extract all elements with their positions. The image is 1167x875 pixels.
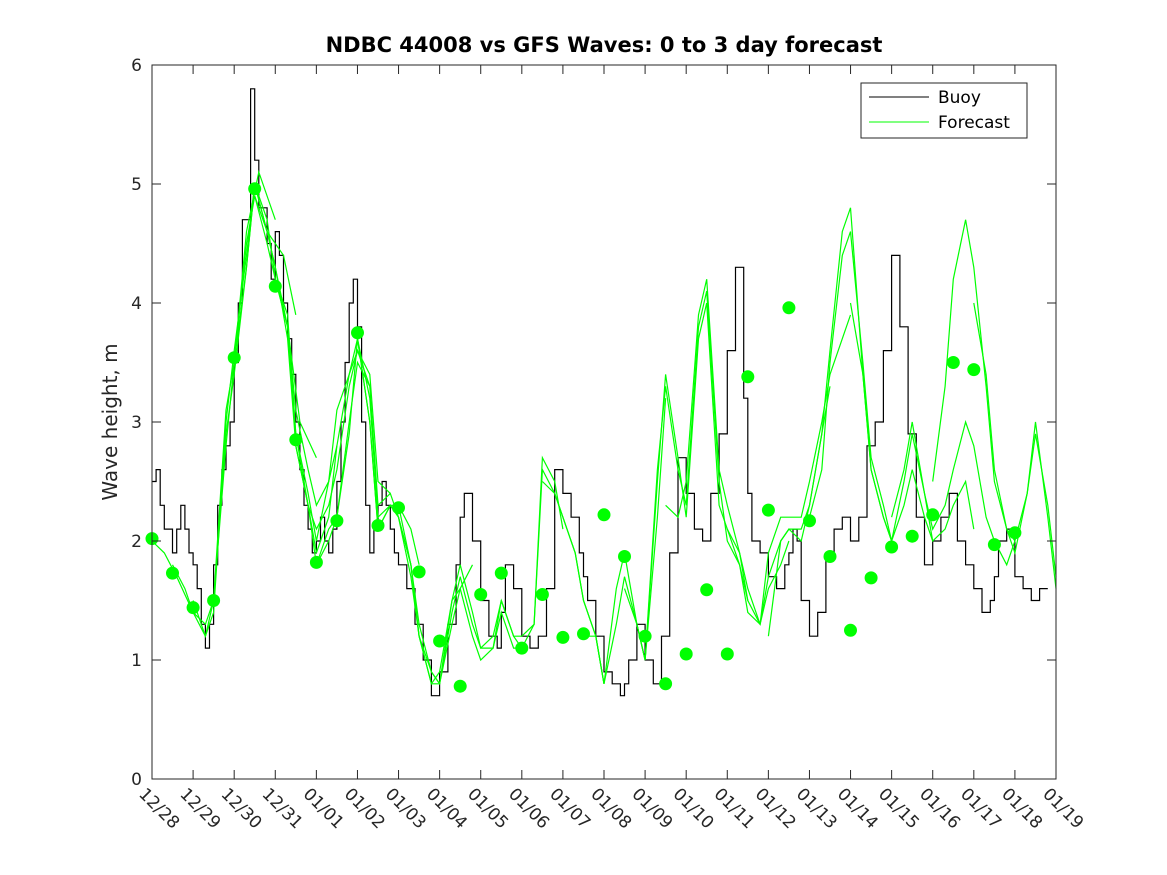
legend-box — [860, 82, 1028, 139]
forecast-run-line-20 — [808, 231, 934, 542]
y-tick-label: 5 — [131, 175, 142, 195]
forecast-point — [741, 370, 755, 384]
legend-buoy-label: Buoy — [938, 88, 981, 108]
x-tick-label: 01/01 — [299, 784, 348, 833]
forecast-run-line-23 — [932, 219, 1057, 577]
y-tick-label: 4 — [131, 294, 142, 314]
x-tick-label: 01/15 — [874, 784, 923, 833]
forecast-point — [885, 540, 899, 554]
forecast-point — [905, 529, 919, 543]
x-tick-label: 01/13 — [792, 784, 841, 833]
x-tick-label: 01/19 — [1038, 784, 1087, 833]
forecast-point — [330, 514, 344, 528]
forecast-point — [700, 583, 714, 597]
x-tick-label: 12/29 — [176, 784, 225, 833]
y-tick-label: 1 — [131, 651, 142, 671]
x-tick-label: 01/02 — [340, 784, 389, 833]
forecast-point — [412, 565, 426, 579]
chart-title: NDBC 44008 vs GFS Waves: 0 to 3 day fore… — [326, 33, 883, 57]
forecast-point — [248, 182, 262, 196]
forecast-point — [227, 351, 241, 365]
x-tick-label: 01/03 — [381, 784, 430, 833]
x-tick-label: 01/17 — [956, 784, 1005, 833]
forecast-point — [453, 679, 467, 693]
y-tick-label: 6 — [131, 56, 142, 76]
forecast-run-line-7 — [295, 360, 441, 685]
x-tick-label: 01/10 — [669, 784, 718, 833]
legend: Buoy Forecast — [860, 82, 1028, 139]
forecast-point — [535, 588, 549, 601]
forecast-point — [268, 279, 282, 293]
series-layer — [145, 88, 1057, 697]
forecast-run-line-24 — [973, 302, 1057, 589]
forecast-point — [761, 503, 775, 517]
forecast-point — [864, 571, 878, 585]
legend-forecast-label: Forecast — [938, 113, 1010, 133]
x-tick-label: 12/28 — [134, 784, 183, 833]
y-tick-label: 2 — [131, 532, 142, 552]
forecast-point — [433, 634, 447, 648]
x-tick-label: 01/08 — [586, 784, 635, 833]
forecast-point — [926, 508, 940, 522]
x-tick-label: 01/16 — [915, 784, 964, 833]
forecast-point — [679, 647, 693, 661]
forecast-point — [823, 550, 837, 563]
forecast-point — [289, 433, 303, 447]
forecast-point — [803, 514, 816, 528]
forecast-point — [946, 356, 960, 369]
forecast-run-line-16 — [665, 279, 790, 627]
forecast-run-line-15 — [623, 290, 749, 661]
y-tick-label: 0 — [131, 770, 142, 790]
forecast-point — [844, 623, 857, 637]
x-tick-label: 01/09 — [628, 784, 677, 833]
forecast-point — [638, 629, 652, 643]
forecast-point — [782, 301, 796, 315]
forecast-point — [309, 555, 323, 569]
x-tick-label: 01/14 — [833, 784, 882, 833]
forecast-point — [597, 508, 611, 522]
forecast-point — [720, 647, 734, 661]
forecast-run-line-18 — [726, 314, 852, 625]
x-tick-label: 01/18 — [997, 784, 1046, 833]
y-axis-label: Wave height, m — [98, 343, 122, 500]
forecast-point — [659, 677, 673, 691]
forecast-point — [1008, 526, 1022, 540]
forecast-run-line-11 — [439, 455, 564, 684]
forecast-point — [166, 566, 179, 580]
forecast-run-line-5 — [254, 195, 391, 531]
forecast-point — [186, 601, 200, 615]
forecast-point — [494, 566, 508, 580]
forecast-point — [351, 326, 364, 340]
forecast-point — [371, 519, 385, 532]
forecast-point — [967, 363, 981, 377]
forecast-point — [556, 630, 570, 644]
x-tick-label: 01/05 — [463, 784, 512, 833]
forecast-point — [577, 627, 590, 641]
x-tick-label: 01/07 — [545, 784, 594, 833]
x-tick-label: 01/06 — [504, 784, 553, 833]
forecast-run-line-21 — [849, 302, 975, 543]
y-tick-label: 3 — [131, 413, 142, 433]
x-tick-label: 01/12 — [751, 784, 800, 833]
forecast-point — [207, 594, 221, 607]
x-tick-label: 12/30 — [217, 784, 266, 833]
forecast-point — [474, 588, 488, 601]
forecast-point — [515, 641, 529, 655]
x-tick-label: 01/11 — [710, 784, 759, 833]
forecast-point — [987, 538, 1001, 552]
forecast-point — [618, 550, 631, 563]
x-tick-label: 01/04 — [422, 784, 471, 833]
x-tick-label: 12/31 — [258, 784, 307, 833]
forecast-point — [392, 501, 405, 515]
